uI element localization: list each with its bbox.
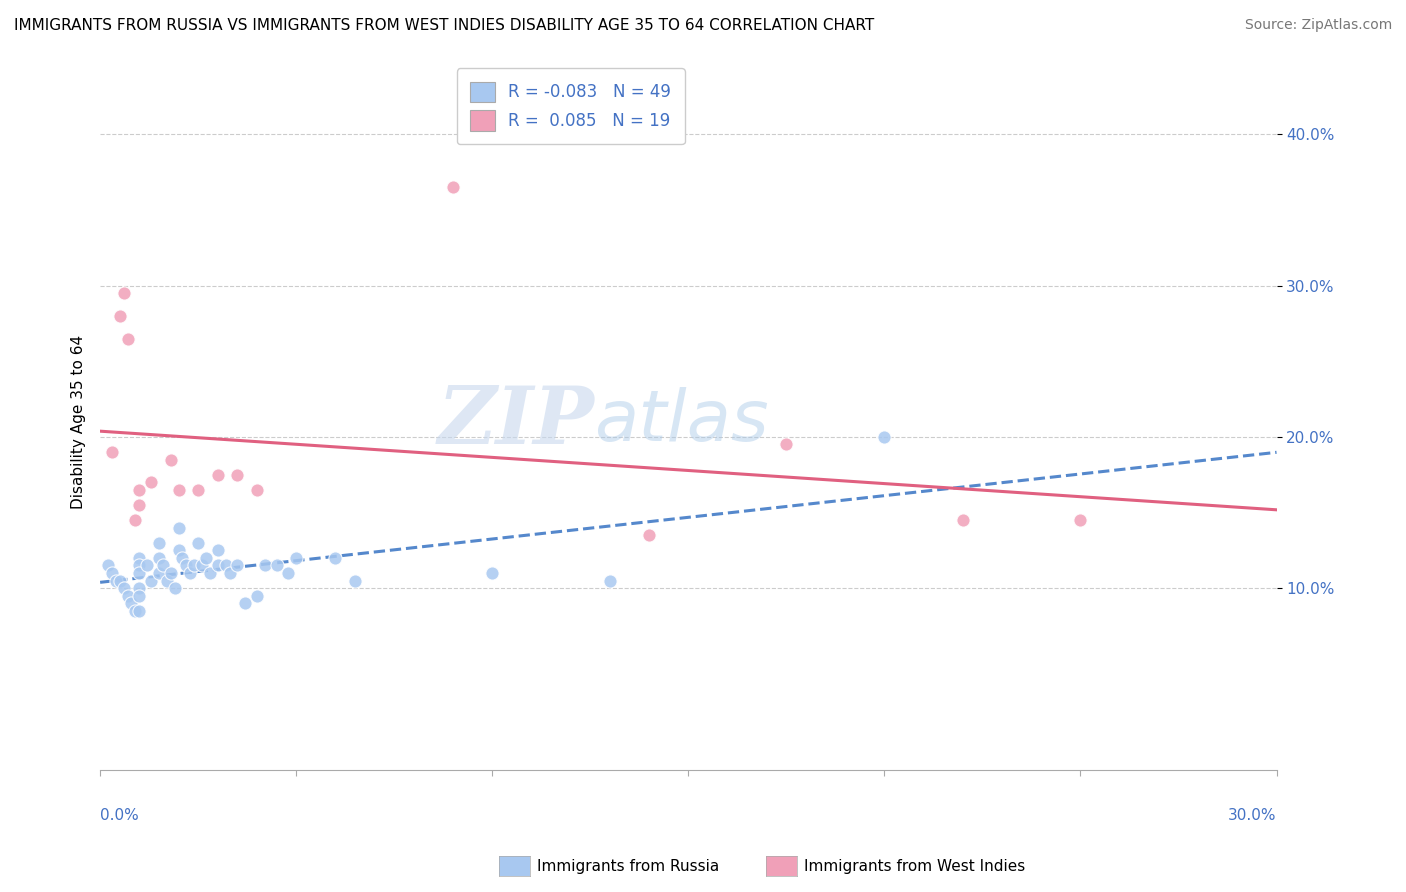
Point: [952, 513, 974, 527]
Point: [117, 332, 139, 346]
Point: [167, 483, 190, 497]
Point: [128, 589, 150, 603]
Text: IMMIGRANTS FROM RUSSIA VS IMMIGRANTS FROM WEST INDIES DISABILITY AGE 35 TO 64 CO: IMMIGRANTS FROM RUSSIA VS IMMIGRANTS FRO…: [14, 18, 875, 33]
Text: atlas: atlas: [595, 387, 769, 456]
Point: [128, 483, 150, 497]
Point: [176, 558, 198, 573]
Point: [156, 574, 179, 588]
Point: [172, 550, 194, 565]
Point: [481, 566, 503, 580]
Point: [101, 566, 124, 580]
Point: [183, 558, 205, 573]
Point: [344, 574, 367, 588]
Point: [218, 566, 240, 580]
Point: [124, 513, 146, 527]
Point: [167, 543, 190, 558]
Point: [195, 550, 218, 565]
Point: [246, 589, 269, 603]
Text: 30.0%: 30.0%: [1227, 808, 1277, 823]
Text: Immigrants from Russia: Immigrants from Russia: [537, 859, 720, 873]
Point: [97, 558, 120, 573]
Point: [285, 550, 308, 565]
Point: [124, 604, 146, 618]
Point: [152, 558, 174, 573]
Point: [198, 566, 221, 580]
Point: [159, 566, 181, 580]
Text: Source: ZipAtlas.com: Source: ZipAtlas.com: [1244, 18, 1392, 32]
Point: [226, 467, 249, 482]
Point: [108, 309, 131, 323]
Point: [277, 566, 299, 580]
Text: Immigrants from West Indies: Immigrants from West Indies: [804, 859, 1025, 873]
Point: [226, 558, 249, 573]
Point: [775, 437, 797, 451]
Text: 0.0%: 0.0%: [100, 808, 139, 823]
Point: [638, 528, 661, 542]
Point: [148, 550, 170, 565]
Point: [163, 581, 186, 595]
Point: [266, 558, 288, 573]
Point: [441, 180, 464, 194]
Point: [139, 574, 162, 588]
Point: [128, 581, 150, 595]
Point: [128, 604, 150, 618]
Point: [325, 550, 347, 565]
Point: [253, 558, 276, 573]
Point: [148, 566, 170, 580]
Point: [187, 483, 209, 497]
Point: [599, 574, 621, 588]
Text: ZIP: ZIP: [437, 383, 595, 460]
Point: [139, 475, 162, 490]
Point: [128, 550, 150, 565]
Point: [159, 452, 181, 467]
Point: [128, 498, 150, 512]
Point: [101, 445, 124, 459]
Point: [246, 483, 269, 497]
Point: [136, 558, 159, 573]
Point: [187, 535, 209, 549]
Point: [112, 286, 135, 301]
Point: [167, 521, 190, 535]
Point: [207, 558, 229, 573]
Point: [207, 543, 229, 558]
Point: [121, 596, 143, 610]
Point: [108, 574, 131, 588]
Point: [873, 430, 896, 444]
Point: [214, 558, 236, 573]
Point: [179, 566, 201, 580]
Point: [191, 558, 214, 573]
Point: [1069, 513, 1091, 527]
Y-axis label: Disability Age 35 to 64: Disability Age 35 to 64: [72, 334, 86, 508]
Point: [207, 467, 229, 482]
Point: [112, 581, 135, 595]
Point: [128, 566, 150, 580]
Point: [148, 535, 170, 549]
Legend: R = -0.083   N = 49, R =  0.085   N = 19: R = -0.083 N = 49, R = 0.085 N = 19: [457, 69, 685, 144]
Point: [128, 558, 150, 573]
Point: [117, 589, 139, 603]
Point: [104, 574, 127, 588]
Point: [233, 596, 256, 610]
